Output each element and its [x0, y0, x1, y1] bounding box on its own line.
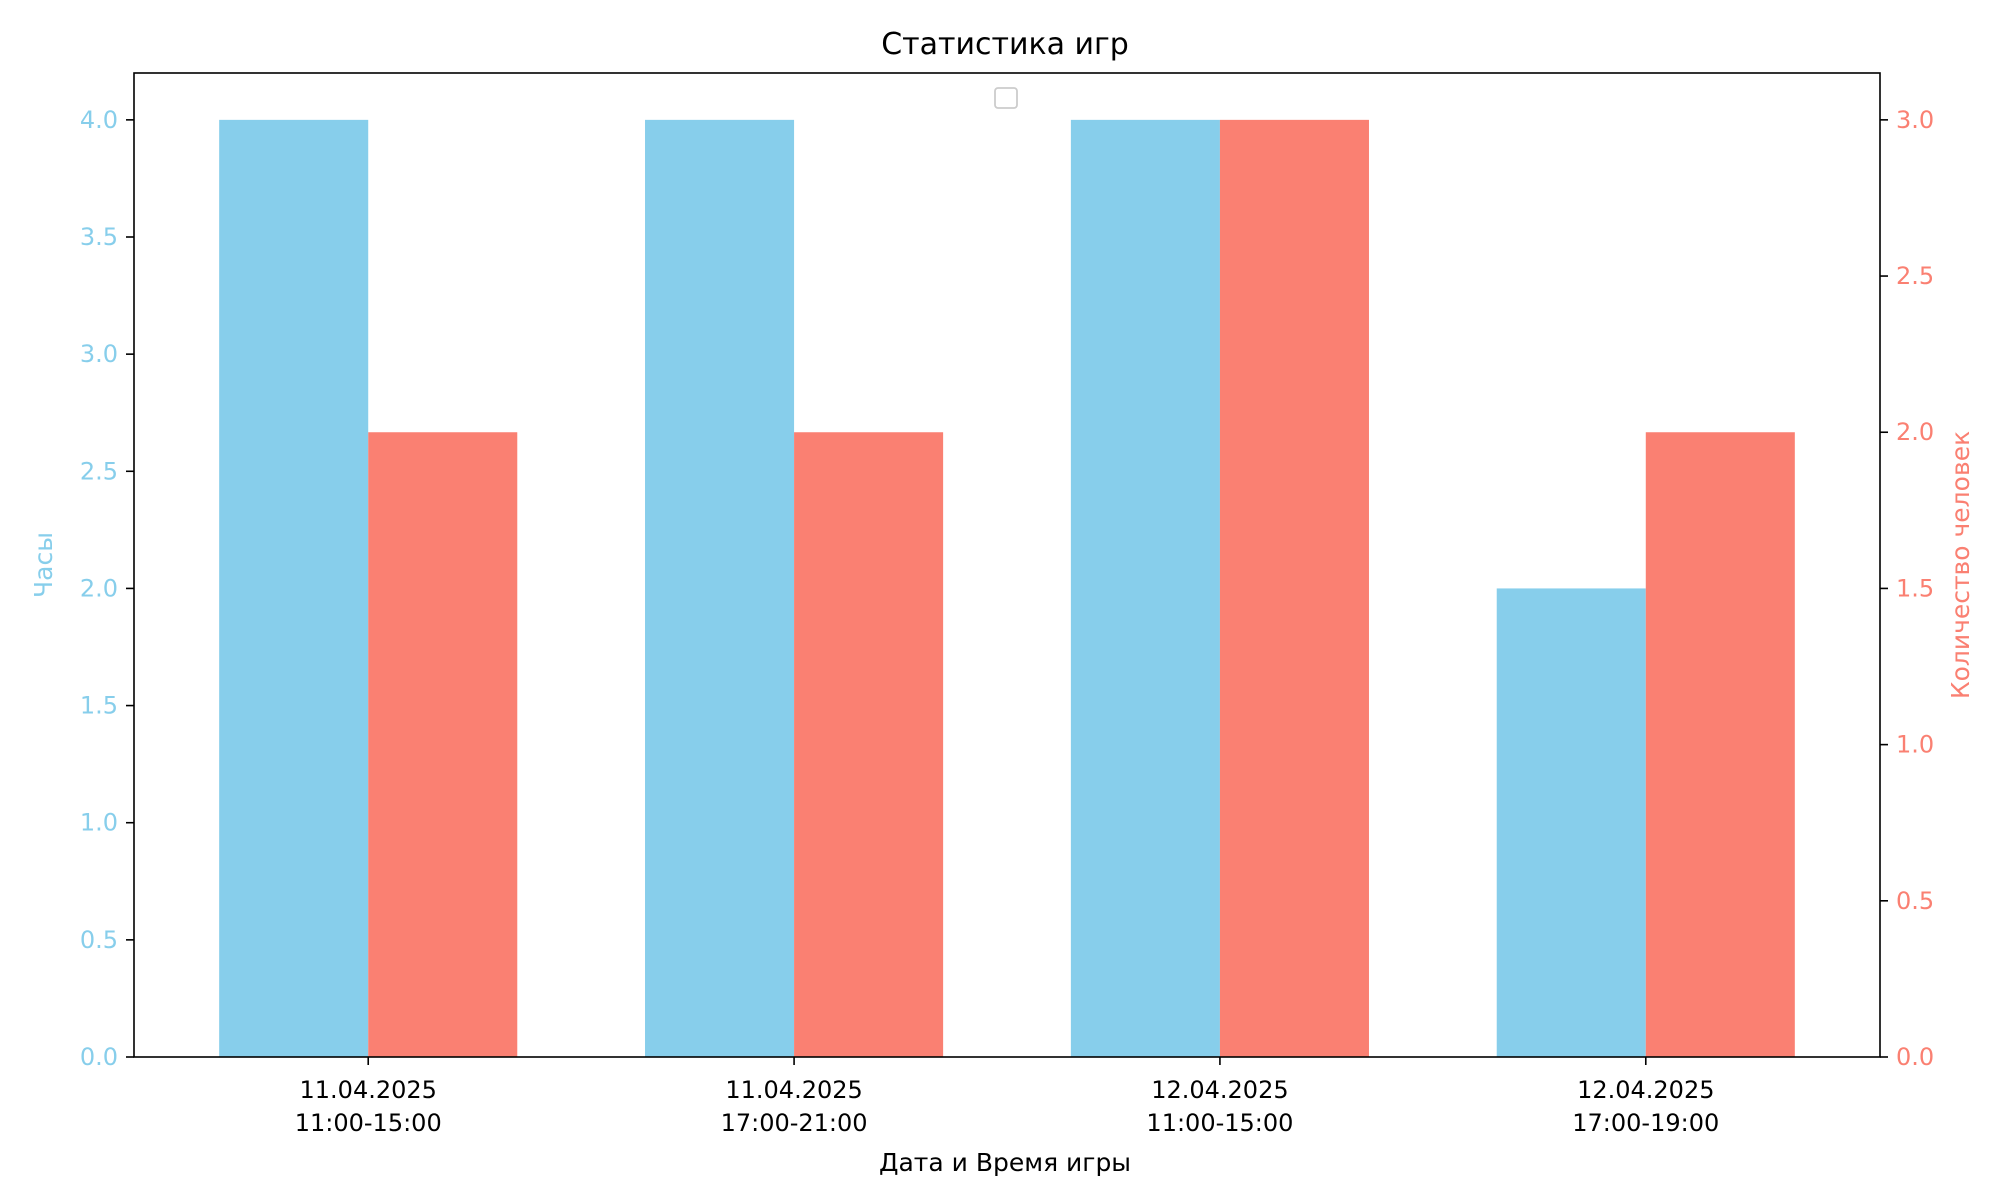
y-right-tick-label-5: 2.5 — [1896, 262, 1934, 290]
x-tick-label-1-line-1: 17:00-21:00 — [721, 1109, 868, 1137]
bar-right-series-0 — [368, 432, 518, 1057]
bar-left-series-1 — [645, 119, 795, 1058]
y-right-tick-label-6: 3.0 — [1896, 106, 1934, 134]
y-right-tick-label-1: 0.5 — [1896, 887, 1934, 915]
x-tick-label-3-line-1: 17:00-19:00 — [1572, 1109, 1719, 1137]
x-tick-label-2-line-1: 11:00-15:00 — [1146, 1109, 1293, 1137]
bar-left-series-3 — [1496, 588, 1646, 1057]
y-right-tick-label-0: 0.0 — [1896, 1043, 1934, 1071]
y-axis-left-label: Часы — [29, 532, 58, 598]
y-left-tick-label-5: 2.5 — [80, 457, 118, 485]
x-tick-label-2-line-0: 12.04.2025 — [1151, 1076, 1288, 1104]
y-left-tick-label-3: 1.5 — [80, 692, 118, 720]
axes-layer — [133, 72, 1881, 1058]
y-left-tick-label-6: 3.0 — [80, 340, 118, 368]
x-axis-label: Дата и Время игры — [879, 1148, 1131, 1177]
y-left-tick-label-4: 2.0 — [80, 574, 118, 602]
bar-right-series-3 — [1645, 432, 1795, 1057]
bars-layer — [219, 119, 1795, 1058]
y-right-tick-label-4: 2.0 — [1896, 418, 1934, 446]
y-left-tick-label-8: 4.0 — [80, 106, 118, 134]
bar-left-series-2 — [1070, 119, 1220, 1058]
bar-right-series-2 — [1219, 119, 1369, 1058]
legend-box — [994, 87, 1018, 109]
y-axis-right-label: Количество человек — [1946, 431, 1975, 699]
y-right-tick-label-2: 1.0 — [1896, 731, 1934, 759]
bar-left-series-0 — [219, 119, 369, 1058]
x-tick-label-3-line-0: 12.04.2025 — [1577, 1076, 1714, 1104]
x-tick-label-1-line-0: 11.04.2025 — [725, 1076, 862, 1104]
y-left-tick-label-0: 0.0 — [80, 1043, 118, 1071]
y-left-tick-label-1: 0.5 — [80, 926, 118, 954]
x-tick-label-0-line-0: 11.04.2025 — [300, 1076, 437, 1104]
y-left-tick-label-7: 3.5 — [80, 223, 118, 251]
bar-right-series-1 — [794, 432, 944, 1057]
y-left-tick-label-2: 1.0 — [80, 809, 118, 837]
y-right-tick-label-3: 1.5 — [1896, 574, 1934, 602]
plot-frame — [133, 72, 1881, 1058]
ticks-layer: 0.0 0.5 1.0 1.5 2.0 2.5 3.0 3.5 4.0 0.0 0.5 1.0 1.5 2… — [80, 106, 1934, 1137]
x-tick-label-0-line-1: 11:00-15:00 — [295, 1109, 442, 1137]
chart-title: Статистика игр — [881, 27, 1129, 62]
